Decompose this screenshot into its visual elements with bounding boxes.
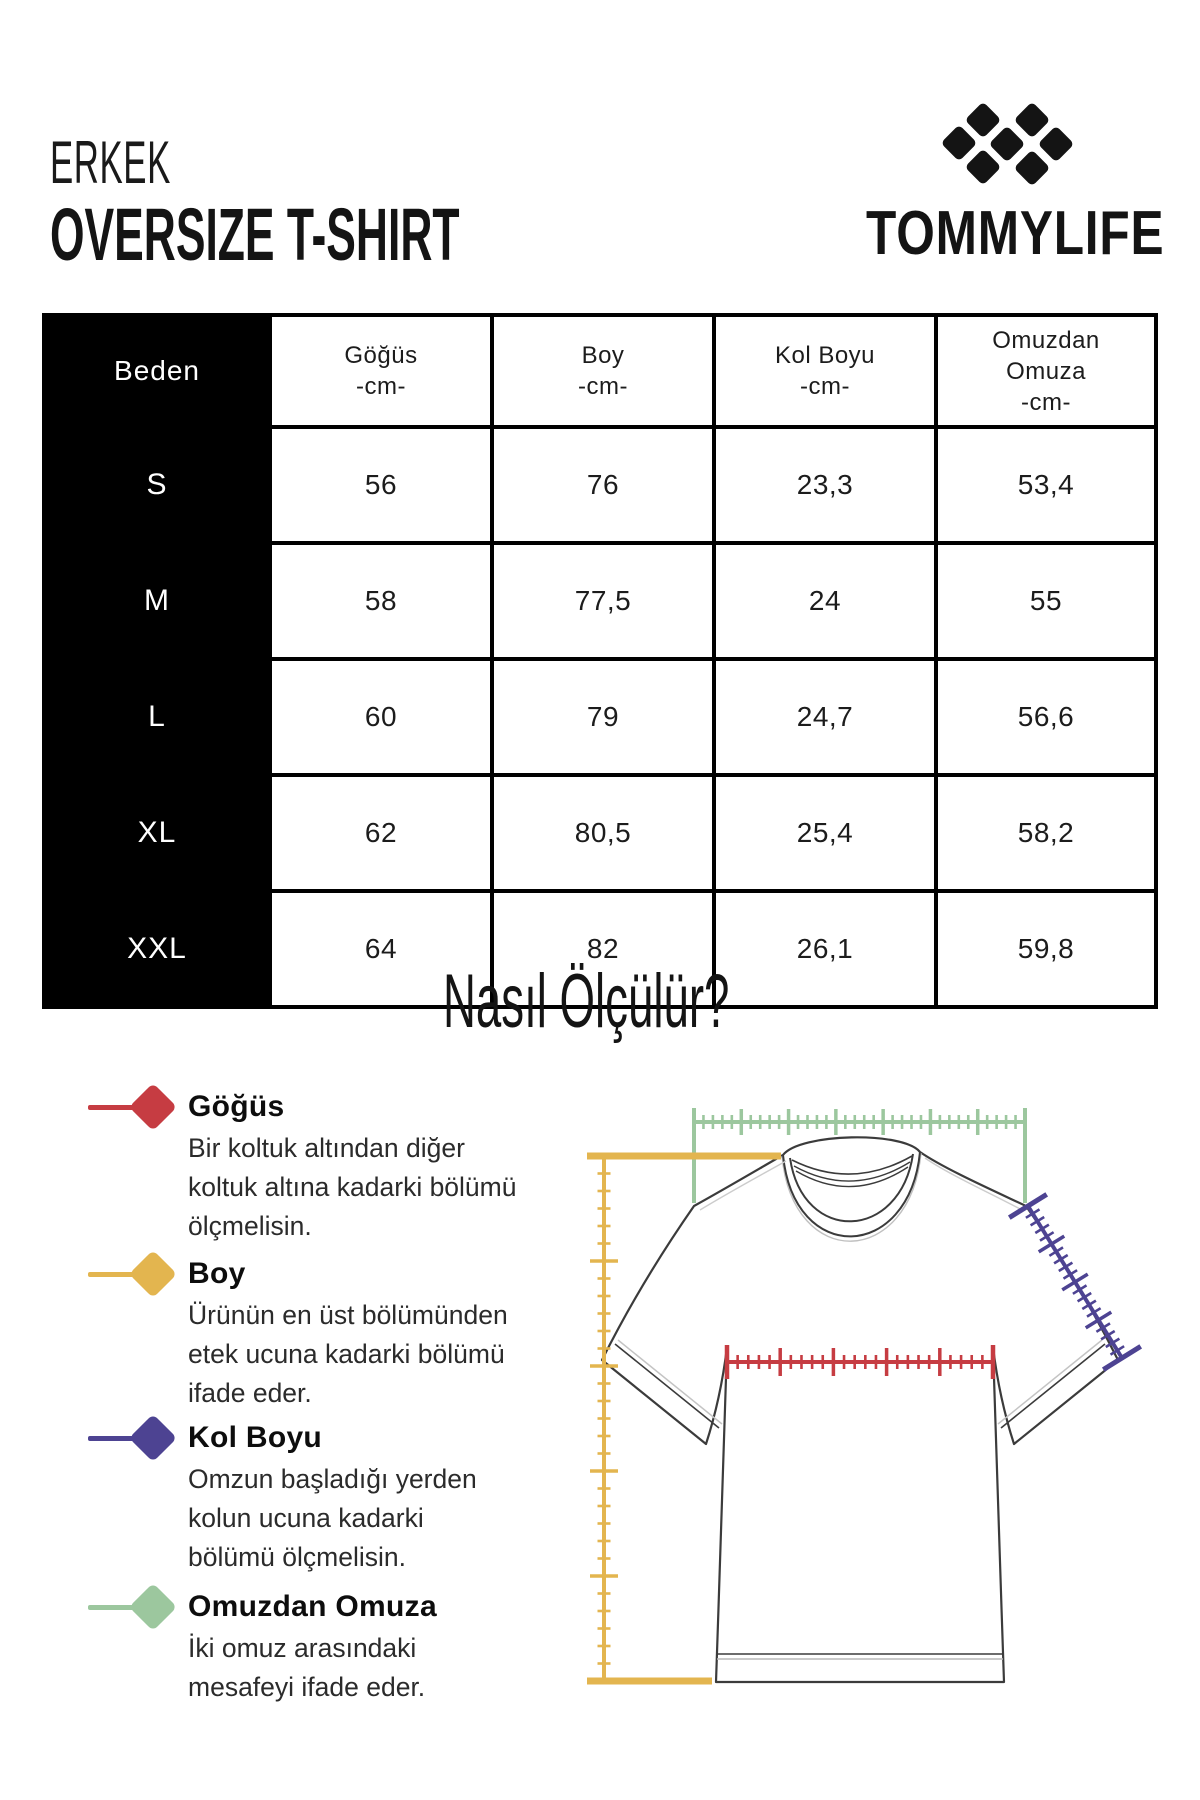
table-cell: 56 xyxy=(272,429,490,541)
size-row-label: L xyxy=(46,661,268,773)
table-cell: 79 xyxy=(494,661,712,773)
product-title: OVERSIZE T-SHIRT xyxy=(50,193,460,276)
shoulder-diamond-icon xyxy=(128,1582,178,1632)
chest-measure-marker xyxy=(88,1105,148,1110)
column-header-gogus: Göğüs -cm- xyxy=(272,317,490,425)
category-title: ERKEK xyxy=(50,129,171,196)
table-cell: 55 xyxy=(938,545,1154,657)
column-header-omuzdan-omuza: Omuzdan Omuza -cm- xyxy=(938,317,1154,425)
length-diamond-icon xyxy=(128,1249,178,1299)
table-cell: 76 xyxy=(494,429,712,541)
table-cell: 58 xyxy=(272,545,490,657)
logo-diamond xyxy=(940,124,978,162)
table-cell: 23,3 xyxy=(716,429,934,541)
how-to-measure-title: Nasıl Ölçülür? xyxy=(443,959,730,1044)
legend-item-boy: Boy Ürünün en üst bölümünden etek ucuna … xyxy=(88,1249,508,1413)
legend-item-omuzdan-omuza: Omuzdan Omuza İki omuz arasındaki mesafe… xyxy=(88,1582,508,1707)
length-measure-marker xyxy=(88,1272,148,1277)
table-cell: 59,8 xyxy=(938,893,1154,1005)
sleeve-measure-marker xyxy=(88,1436,148,1441)
sleeve-diamond-icon xyxy=(128,1413,178,1463)
table-cell: 24 xyxy=(716,545,934,657)
tshirt-outline xyxy=(600,1136,1120,1684)
table-cell: 53,4 xyxy=(938,429,1154,541)
table-cell: 58,2 xyxy=(938,777,1154,889)
table-cell: 77,5 xyxy=(494,545,712,657)
size-row-label: S xyxy=(46,429,268,541)
table-cell: 60 xyxy=(272,661,490,773)
length-ruler xyxy=(587,1152,781,1685)
column-header-kol-boyu: Kol Boyu -cm- xyxy=(716,317,934,425)
table-cell: 80,5 xyxy=(494,777,712,889)
tshirt-measure-diagram xyxy=(587,1108,1143,1685)
table-cell: 56,6 xyxy=(938,661,1154,773)
table-cell: 24,7 xyxy=(716,661,934,773)
chest-diamond-icon xyxy=(128,1082,178,1132)
sleeve-ruler xyxy=(1007,1192,1143,1372)
table-cell: 26,1 xyxy=(716,893,934,1005)
shoulder-measure-marker xyxy=(88,1605,148,1610)
table-cell: 64 xyxy=(272,893,490,1005)
table-cell: 25,4 xyxy=(716,777,934,889)
logo-diamond xyxy=(1037,125,1075,163)
size-row-label: XL xyxy=(46,777,268,889)
size-row-label: XXL xyxy=(46,893,268,1005)
logo-diamond xyxy=(1013,149,1051,187)
size-row-label: M xyxy=(46,545,268,657)
logo-diamond xyxy=(964,101,1002,139)
table-cell: 82 xyxy=(494,893,712,1005)
size-table: Beden Göğüs -cm- Boy -cm- Kol Boyu -cm- … xyxy=(42,313,1158,1009)
logo-diamond xyxy=(964,148,1002,186)
table-corner-header: Beden xyxy=(46,317,268,425)
legend-item-gogus: Göğüs Bir koltuk altından diğer koltuk a… xyxy=(88,1082,516,1246)
shoulder-ruler xyxy=(692,1108,1027,1203)
column-header-boy: Boy -cm- xyxy=(494,317,712,425)
brand-name: TOMMYLIFE xyxy=(866,199,1165,268)
logo-diamond xyxy=(988,125,1026,163)
table-cell: 62 xyxy=(272,777,490,889)
chest-ruler xyxy=(724,1345,996,1379)
logo-diamond xyxy=(1013,101,1051,139)
legend-item-kol-boyu: Kol Boyu Omzun başladığı yerden kolun uc… xyxy=(88,1413,508,1577)
